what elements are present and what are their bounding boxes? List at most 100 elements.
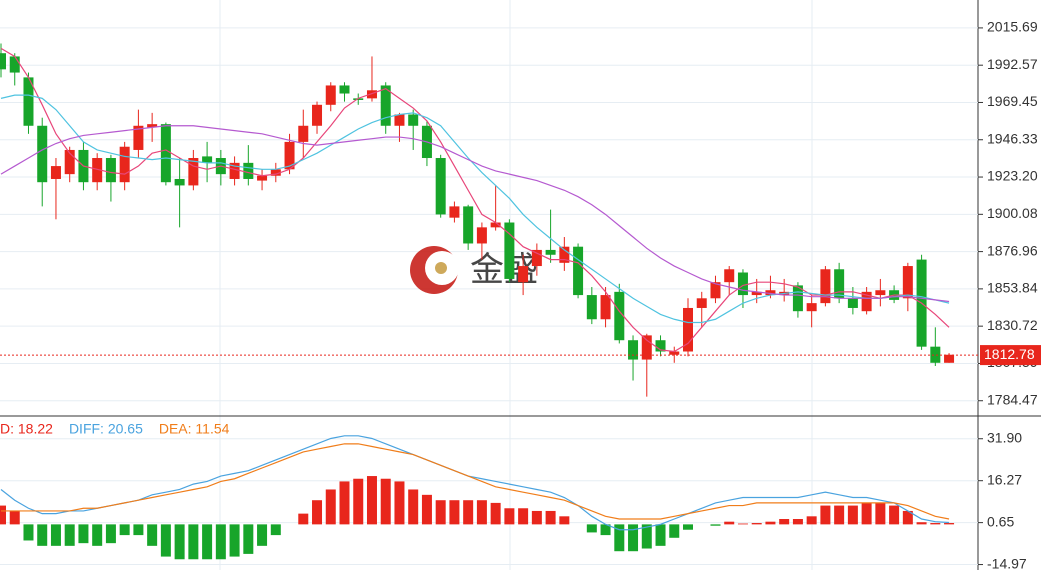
y-tick-label: 1946.33 <box>987 130 1038 146</box>
macd-bar <box>421 494 432 525</box>
candle-body <box>298 125 309 142</box>
macd-bar <box>353 478 364 525</box>
candle-body <box>50 166 61 179</box>
line <box>1 443 950 520</box>
macd-bar <box>257 524 268 546</box>
candle-body <box>23 77 34 126</box>
macd-bar <box>394 481 405 525</box>
macd-bar <box>820 505 831 525</box>
y-tick-label: -14.97 <box>987 555 1027 570</box>
macd-bar <box>600 524 611 536</box>
macd-bar <box>889 505 900 525</box>
y-tick-label: 0.65 <box>987 513 1014 529</box>
candle-body <box>504 222 515 279</box>
candle-body <box>435 158 446 215</box>
macd-bar <box>586 524 597 533</box>
line <box>0 435 950 531</box>
candle-body <box>119 146 130 183</box>
candle-body <box>902 266 913 299</box>
macd-bar <box>435 500 446 525</box>
candle-body <box>284 141 295 170</box>
macd-bar <box>133 524 144 536</box>
candle-body <box>586 295 597 320</box>
candle-body <box>710 282 721 299</box>
macd-bar <box>243 524 254 554</box>
macd-bar <box>751 523 762 525</box>
macd-bar <box>641 524 652 549</box>
y-tick-label: 1853.84 <box>987 280 1038 296</box>
candle-body <box>545 249 556 255</box>
last-price-box <box>980 345 1041 366</box>
candle-body <box>724 269 735 283</box>
y-tick-label: 1876.96 <box>987 242 1038 258</box>
macd-bar <box>806 516 817 525</box>
candle-body <box>449 206 460 218</box>
candle-body <box>105 158 116 183</box>
candle-body <box>366 90 377 99</box>
last-price-label: 1812.78 <box>984 346 1035 362</box>
macd-bar <box>930 523 941 525</box>
candle-body <box>490 222 501 228</box>
candle-body <box>930 346 941 363</box>
y-tick-label: 31.90 <box>987 429 1022 445</box>
line <box>0 125 950 303</box>
macd-bar <box>614 524 625 552</box>
watermark-logo: 金盛 <box>410 246 538 294</box>
candle-body <box>64 149 75 175</box>
candle-body <box>847 298 858 308</box>
candle-body <box>531 249 542 267</box>
line <box>0 47 950 353</box>
vertical-grid <box>219 0 813 570</box>
candle-body <box>325 85 336 105</box>
macd-bar <box>312 500 323 525</box>
candle-body <box>229 162 240 179</box>
macd-bar <box>92 524 103 546</box>
candle-body <box>147 124 158 128</box>
candle-body <box>92 158 103 183</box>
macd-bar <box>229 524 240 557</box>
y-tick-label: 1923.20 <box>987 168 1038 184</box>
candle-body <box>944 354 955 363</box>
candle-body <box>339 85 350 94</box>
macd-bar <box>847 505 858 525</box>
macd-bar <box>737 523 748 525</box>
macd-bar <box>875 502 886 525</box>
candle-body <box>834 269 845 299</box>
macd-bar <box>105 524 116 544</box>
candle-body <box>765 290 776 296</box>
macd-bar <box>861 502 872 525</box>
macd-bar <box>202 524 213 560</box>
candle-body <box>600 295 611 320</box>
candle-body <box>160 124 171 183</box>
macd-bar <box>655 524 666 546</box>
macd-bar <box>834 505 845 525</box>
macd-bar <box>490 502 501 525</box>
candle-body <box>614 291 625 341</box>
macd-bar <box>147 524 158 546</box>
y-tick-label: 2015.69 <box>987 19 1038 35</box>
macd-bar <box>559 516 570 525</box>
candle-body <box>270 169 281 176</box>
macd-bar <box>779 519 790 525</box>
macd-bar <box>0 505 6 525</box>
macd-bar <box>50 524 61 546</box>
macd-bar <box>188 524 199 560</box>
candle-body <box>573 246 584 296</box>
macd-bar <box>325 489 336 525</box>
candle-body <box>133 125 144 150</box>
macd-bar <box>628 524 639 552</box>
macd-bar <box>545 510 556 525</box>
candle-body <box>9 56 20 73</box>
macd-bar <box>902 510 913 525</box>
candle-body <box>696 298 707 308</box>
candle-body <box>792 285 803 312</box>
candle-body <box>174 178 185 186</box>
y-tick-label: 1830.72 <box>987 317 1038 333</box>
candle-body <box>641 335 652 360</box>
macd-bar <box>710 524 721 526</box>
candle-body <box>628 340 639 360</box>
candle-body <box>408 114 419 126</box>
legend-entry: DEA: 11.54 <box>159 421 230 437</box>
macd-bar <box>531 510 542 525</box>
